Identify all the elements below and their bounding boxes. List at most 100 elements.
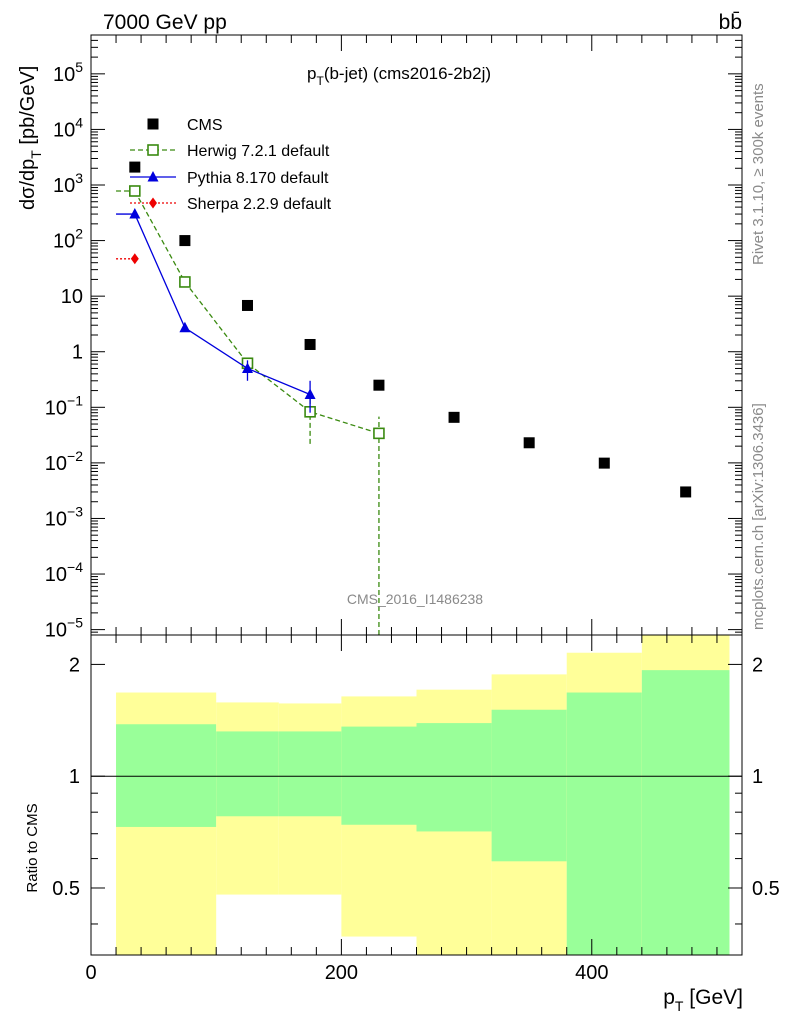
ratio-y-tick-label-right: 2 — [752, 654, 763, 676]
ratio-bands — [116, 635, 730, 955]
legend-label-herwig: Herwig 7.2.1 default — [187, 143, 330, 160]
main-y-tick-label-exp: −4 — [67, 559, 83, 575]
main-y-tick-label-base: 10 — [45, 397, 67, 419]
ratio-band-green — [641, 670, 730, 955]
series-herwig — [116, 185, 385, 635]
ratio-y-tick-label-right: 0.5 — [752, 878, 780, 900]
main-y-tick-label: 10−2 — [45, 448, 83, 475]
chart-title-rest: (b-jet) (cms2016-2b2j) — [324, 64, 491, 83]
main-y-tick-label: 1 — [72, 342, 83, 364]
herwig-point — [129, 185, 141, 197]
main-y-tick-label-base: 10 — [53, 231, 75, 253]
x-axis-label: pT [GeV] — [663, 986, 743, 1014]
chart-title: pT(b-jet) (cms2016-2b2j) — [307, 64, 491, 88]
herwig-point — [373, 427, 385, 440]
main-y-tick-label-base: 10 — [45, 508, 67, 530]
x-axis-label-sub: T — [675, 998, 684, 1014]
rivet-version-label: Rivet 3.1.10, ≥ 300k events — [750, 83, 767, 265]
ratio-y-tick-label: 1 — [69, 766, 80, 788]
cms-point — [179, 235, 191, 247]
x-tick-label: 200 — [325, 962, 358, 984]
cms-point — [523, 437, 535, 449]
analysis-watermark: CMS_2016_I1486238 — [347, 591, 483, 607]
main-y-tick-label-exp: 5 — [75, 59, 83, 75]
ratio-y-tick-label: 2 — [69, 654, 80, 676]
pythia-point — [304, 388, 316, 399]
main-y-tick-label: 102 — [53, 226, 83, 253]
main-y-tick-label: 10−1 — [45, 392, 83, 419]
legend-label-pythia: Pythia 8.170 default — [187, 170, 329, 187]
legend-label-cms: CMS — [187, 117, 223, 134]
y-axis-label-unit: [pb/GeV] — [17, 66, 39, 151]
cms-point — [598, 457, 610, 469]
chart-title-sub: T — [316, 74, 324, 88]
main-y-tick-label-base: 10 — [53, 119, 75, 141]
legend-marker-cms — [147, 118, 159, 130]
pythia-point — [129, 208, 141, 219]
main-y-tick-label: 104 — [53, 114, 83, 141]
main-y-tick-label: 10 — [61, 286, 83, 308]
ratio-band-green — [341, 726, 417, 825]
main-y-tick-label: 103 — [53, 170, 83, 197]
x-axis-label-p: p — [663, 986, 675, 1009]
main-y-tick-label-base: 10 — [53, 64, 75, 86]
ratio-y-tick-labels: 0.5 0.5 1 1 2 2 — [52, 654, 780, 900]
ratio-y-tick-label: 0.5 — [52, 878, 80, 900]
cms-point — [448, 411, 460, 423]
legend-marker-pythia — [147, 171, 159, 182]
y-axis-label-main: dσ/dp — [17, 159, 39, 210]
herwig-point — [179, 276, 191, 288]
cms-point — [129, 161, 141, 173]
cms-point — [304, 338, 316, 350]
legend-label-sherpa: Sherpa 2.2.9 default — [187, 196, 332, 213]
main-data-series — [116, 161, 692, 635]
x-axis-label-unit: [GeV] — [683, 986, 743, 1009]
main-y-tick-label: 10−4 — [45, 559, 83, 586]
ratio-axis-label: Ratio to CMS — [24, 803, 41, 892]
main-y-tick-label-exp: −3 — [67, 503, 83, 519]
pythia-point — [241, 362, 253, 373]
main-y-tick-label-exp: −5 — [67, 615, 83, 631]
legend-marker-sherpa — [149, 197, 157, 209]
pythia-point — [179, 321, 191, 333]
main-y-tick-label-exp: −2 — [67, 448, 83, 464]
ratio-band-green — [566, 692, 642, 955]
main-y-tick-label-exp: 3 — [75, 170, 83, 186]
series-cms — [129, 161, 692, 498]
series-sherpa — [116, 253, 139, 265]
series-pythia — [116, 208, 316, 413]
legend: CMS Herwig 7.2.1 default Pythia 8.170 defa… — [130, 117, 332, 213]
sherpa-point — [130, 253, 139, 265]
ratio-frame — [90, 634, 743, 956]
main-y-tick-label-exp: 4 — [75, 114, 83, 130]
y-axis-label-sub: T — [28, 150, 44, 159]
main-y-tick-label: 10−5 — [45, 615, 83, 642]
pythia-line — [134, 213, 311, 396]
cms-point — [680, 486, 692, 498]
chart-title-p: p — [307, 64, 316, 83]
main-axis-ticks — [90, 34, 743, 636]
x-tick-label: 0 — [85, 962, 96, 984]
header-energy: 7000 GeV pp — [103, 11, 227, 34]
ratio-y-tick-label-right: 1 — [752, 766, 763, 788]
main-y-tick-label: 105 — [53, 59, 83, 86]
ratio-panel: 0.5 0.5 1 1 2 2 — [52, 634, 780, 956]
header-process: bb̄ — [719, 11, 742, 34]
y-axis-label: dσ/dpT [pb/GeV] — [17, 66, 44, 210]
ratio-band-green — [416, 723, 492, 832]
legend-marker-herwig — [147, 144, 159, 156]
ratio-band-green — [491, 709, 567, 862]
cms-point — [241, 299, 253, 311]
cms-point — [373, 379, 385, 391]
main-y-tick-label-exp: 2 — [75, 226, 83, 242]
main-y-tick-label: 10−3 — [45, 503, 83, 530]
ratio-band-green — [116, 724, 217, 827]
main-y-tick-label-base: 10 — [45, 453, 67, 475]
ratio-band-green — [216, 731, 279, 817]
x-tick-labels: 0 200 400 — [85, 962, 608, 984]
mcplots-url-label: mcplots.cern.ch [arXiv:1306.3436] — [750, 403, 767, 630]
main-y-tick-label-base: 10 — [53, 175, 75, 197]
